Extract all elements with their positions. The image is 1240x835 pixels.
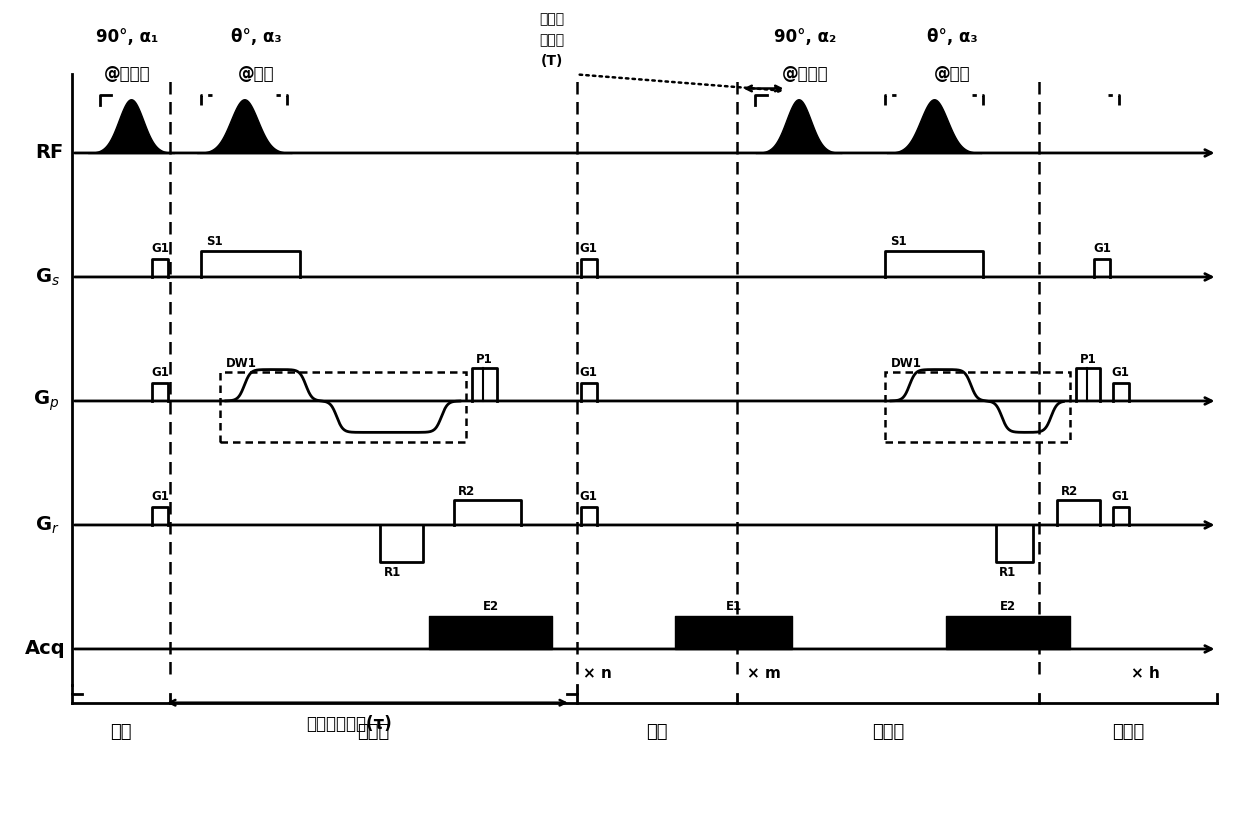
Text: 像采样: 像采样 — [1112, 723, 1145, 741]
Text: DW1: DW1 — [892, 357, 921, 370]
Text: S1: S1 — [890, 235, 906, 248]
Text: G1: G1 — [579, 367, 598, 379]
Text: 谱采样: 谱采样 — [872, 723, 904, 741]
Text: G1: G1 — [151, 490, 169, 504]
Text: G1: G1 — [579, 490, 598, 504]
Text: G1: G1 — [1094, 242, 1111, 256]
Text: θ°, α₃: θ°, α₃ — [232, 28, 281, 46]
Text: G$_s$: G$_s$ — [35, 266, 60, 287]
Text: θ°, α₃: θ°, α₃ — [928, 28, 978, 46]
Text: G1: G1 — [1112, 490, 1130, 504]
Text: RF: RF — [35, 144, 63, 163]
Text: P1: P1 — [476, 352, 492, 366]
Text: 90°, α₂: 90°, α₂ — [774, 28, 836, 46]
Text: E2: E2 — [999, 600, 1016, 613]
Text: P1: P1 — [1079, 352, 1096, 366]
Text: 换时间: 换时间 — [539, 33, 565, 47]
Text: Acq: Acq — [25, 640, 66, 659]
Text: 交换: 交换 — [646, 723, 667, 741]
Text: 像采样: 像采样 — [357, 723, 389, 741]
Text: R2: R2 — [458, 484, 475, 498]
Text: × n: × n — [583, 665, 611, 681]
Text: 实际交: 实际交 — [539, 13, 565, 27]
Text: @溶解态: @溶解态 — [781, 65, 828, 84]
Text: × m: × m — [746, 665, 781, 681]
Text: × h: × h — [1131, 665, 1159, 681]
Text: R1: R1 — [999, 566, 1017, 579]
Text: G$_p$: G$_p$ — [33, 389, 60, 413]
Text: @溶解态: @溶解态 — [104, 65, 150, 84]
Text: R1: R1 — [383, 566, 401, 579]
Bar — [219, 372, 466, 443]
Bar — [885, 372, 1070, 443]
Text: R2: R2 — [1061, 484, 1079, 498]
Text: G1: G1 — [151, 367, 169, 379]
Text: 饱和: 饱和 — [110, 723, 131, 741]
Text: E1: E1 — [725, 600, 742, 613]
Text: G$_r$: G$_r$ — [35, 514, 60, 535]
Text: S1: S1 — [206, 235, 223, 248]
Text: G1: G1 — [151, 242, 169, 256]
Text: 90°, α₁: 90°, α₁ — [97, 28, 159, 46]
Text: G1: G1 — [1112, 367, 1130, 379]
Text: @气态: @气态 — [934, 65, 971, 84]
Text: (T): (T) — [541, 53, 563, 68]
Text: @气态: @气态 — [238, 65, 275, 84]
Text: G1: G1 — [579, 242, 598, 256]
Text: DW1: DW1 — [226, 357, 257, 370]
Text: E2: E2 — [482, 600, 498, 613]
Text: 预设交换时间(τ): 预设交换时间(τ) — [306, 715, 392, 733]
